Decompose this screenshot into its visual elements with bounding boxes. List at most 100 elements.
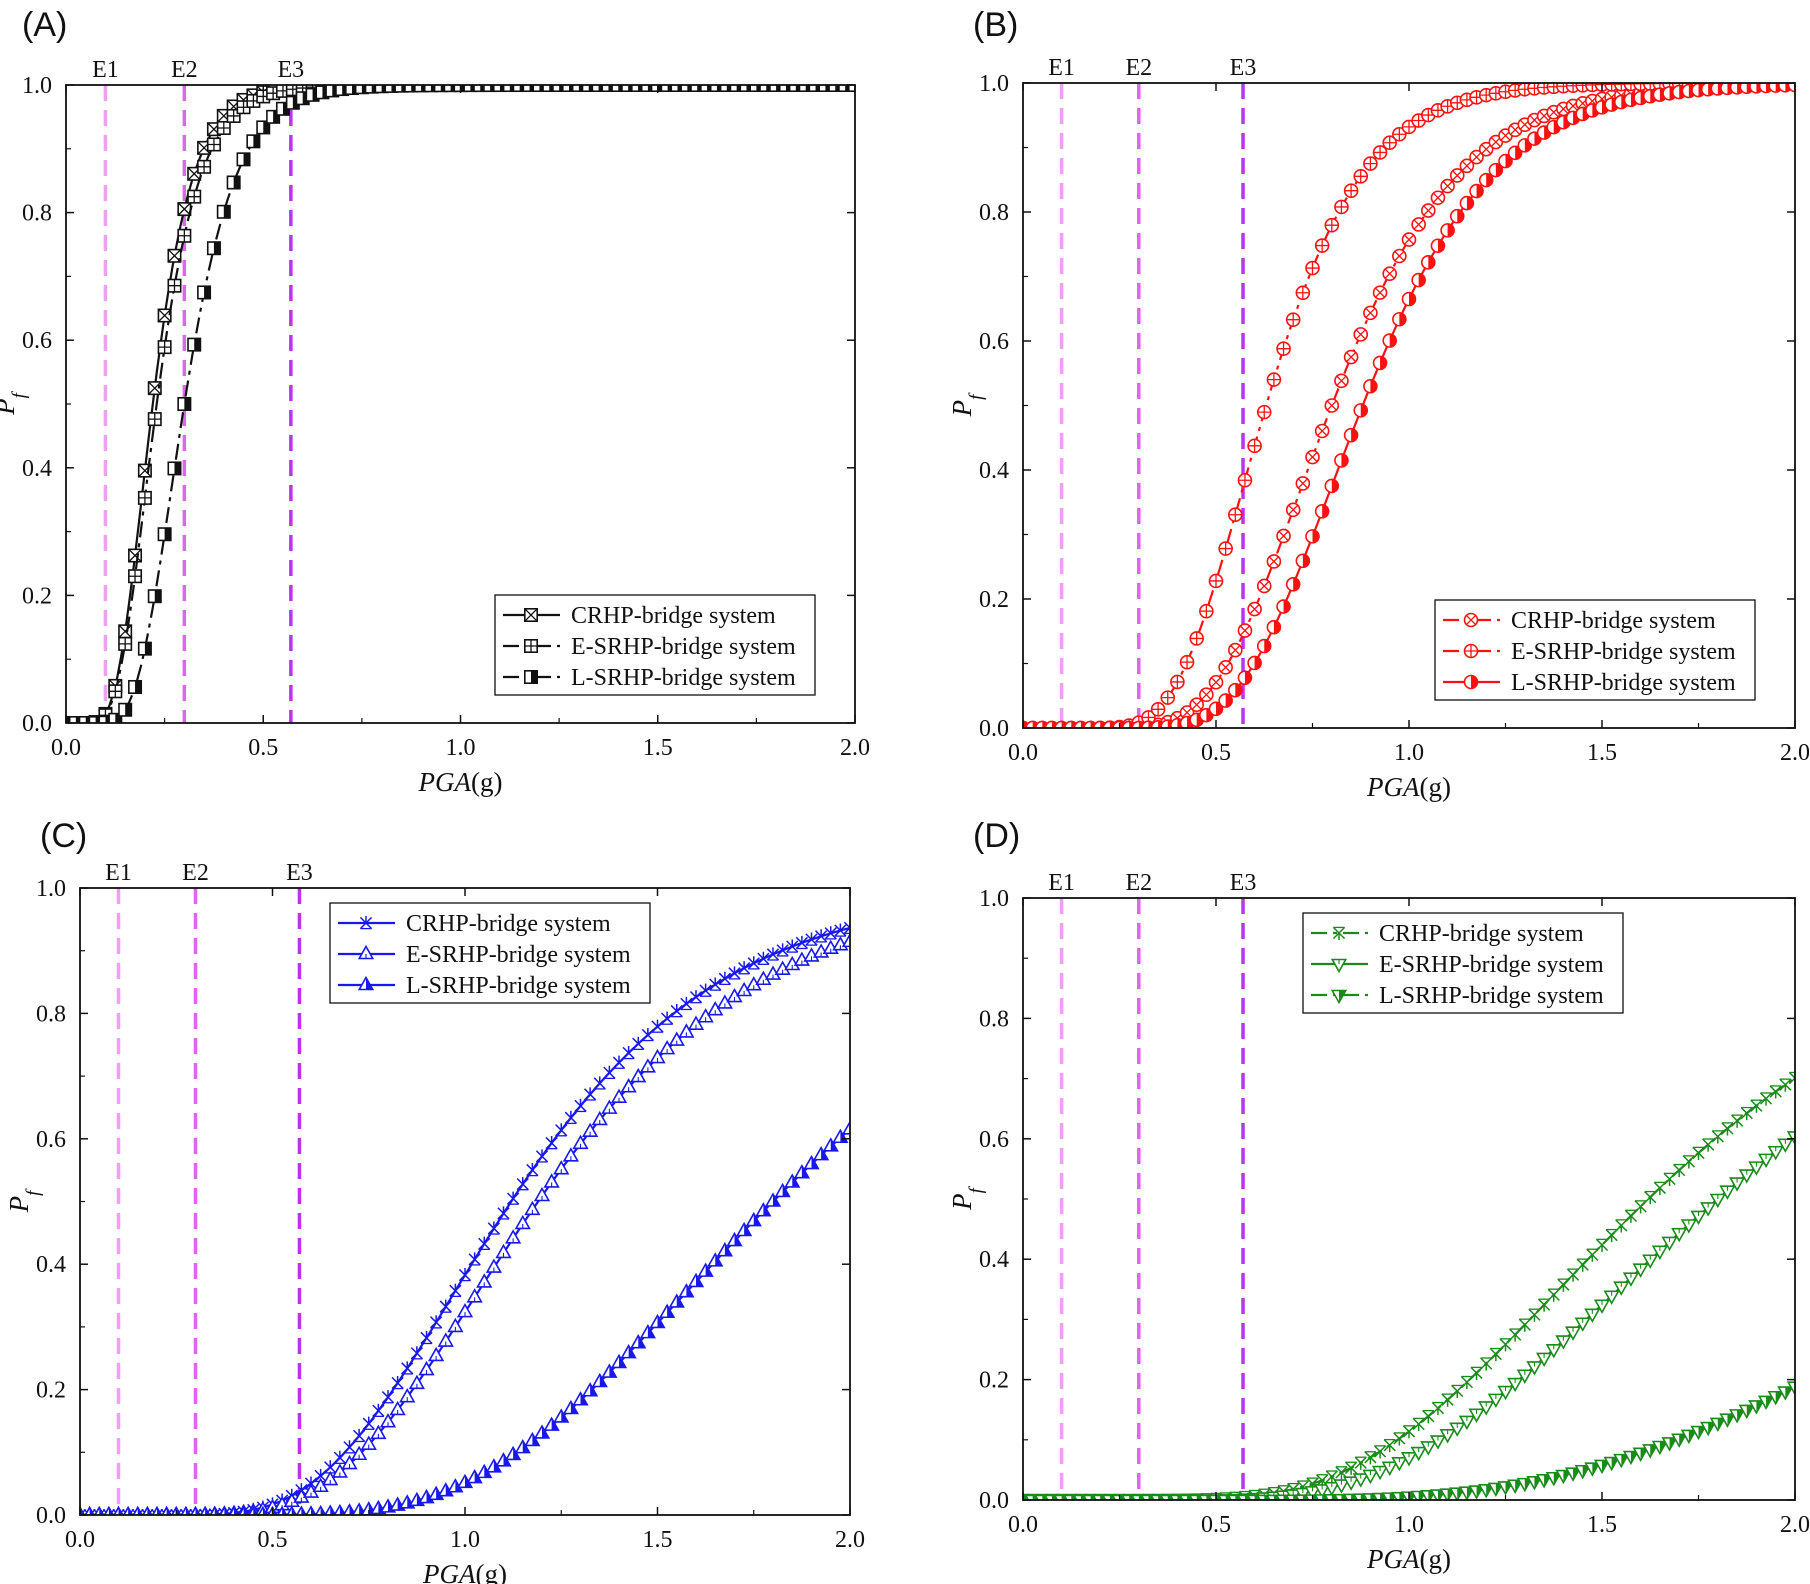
data-point (1343, 349, 1359, 365)
earthquake-level-label: E3 (286, 860, 313, 886)
data-point (177, 228, 192, 243)
data-point (1499, 1338, 1512, 1352)
panel-label: (B) (973, 6, 1018, 44)
data-point (1285, 312, 1301, 327)
legend-marker (523, 669, 538, 684)
y-tick-label: 0.4 (22, 456, 52, 482)
y-axis-label: Pf (0, 390, 30, 416)
data-point (1586, 1248, 1599, 1262)
data-point (228, 1505, 240, 1515)
data-point (737, 961, 751, 975)
data-point (1352, 1473, 1369, 1488)
data-point (1363, 305, 1378, 321)
data-point (757, 951, 770, 965)
x-tick-label: 2.0 (835, 1527, 865, 1553)
data-point (1671, 1433, 1688, 1448)
data-point (1632, 1447, 1649, 1462)
data-point (1334, 453, 1349, 468)
data-point (659, 1039, 676, 1055)
data-point (256, 120, 271, 135)
data-point (132, 1505, 143, 1515)
x-tick-label: 1.5 (643, 735, 673, 761)
data-point (206, 241, 221, 256)
y-tick-label: 0.0 (36, 1503, 66, 1529)
data-point (216, 120, 231, 135)
data-point (1343, 183, 1359, 198)
y-tick-label: 0.2 (979, 1368, 1009, 1394)
data-point (341, 1454, 358, 1470)
y-tick-label: 0.6 (979, 329, 1009, 355)
data-point (728, 966, 741, 980)
data-point (187, 189, 202, 204)
data-point (1507, 1377, 1524, 1393)
data-point (1421, 255, 1436, 270)
data-point (1218, 541, 1233, 556)
data-point (1372, 355, 1388, 371)
data-point (177, 202, 192, 217)
data-point (429, 1315, 443, 1329)
panel-label: (A) (22, 6, 67, 44)
data-point (108, 684, 123, 699)
data-point (524, 1431, 541, 1447)
data-point (180, 1505, 192, 1515)
data-point (620, 1343, 637, 1359)
data-point (1767, 1145, 1784, 1161)
data-point (1256, 578, 1272, 594)
data-point (1335, 1466, 1348, 1480)
data-point (219, 1505, 230, 1515)
data-point (391, 1375, 404, 1390)
data-point (428, 1346, 445, 1362)
data-point (497, 1206, 510, 1220)
data-point (641, 1027, 655, 1042)
data-point (1440, 223, 1455, 238)
legend-label: E-SRHP-bridge system (1511, 639, 1736, 665)
legend-marker (523, 607, 538, 622)
data-point (813, 1145, 830, 1161)
data-point (1702, 1138, 1715, 1152)
data-point (1603, 1456, 1620, 1472)
y-tick-label: 0.2 (22, 583, 52, 609)
data-point (689, 990, 703, 1004)
data-point (822, 1137, 839, 1152)
data-point (678, 1283, 695, 1298)
data-point (1719, 1413, 1736, 1428)
data-point (1547, 1288, 1560, 1302)
earthquake-level-label: E1 (1048, 55, 1075, 81)
data-point (601, 1099, 618, 1114)
legend-marker (523, 638, 538, 653)
data-point (545, 1136, 558, 1150)
x-tick-label: 1.5 (643, 1527, 673, 1553)
data-point (1690, 1210, 1707, 1226)
data-point (1247, 438, 1262, 454)
data-point (718, 971, 732, 986)
data-point (1411, 272, 1426, 288)
legend-label: CRHP-bridge system (406, 911, 611, 937)
legend-label: L-SRHP-bridge system (1511, 670, 1736, 696)
data-point (476, 1273, 493, 1288)
data-point (1266, 554, 1282, 569)
data-point (514, 1438, 531, 1454)
data-point (583, 1087, 597, 1101)
legend-label: L-SRHP-bridge system (1379, 983, 1604, 1009)
data-point (362, 1416, 375, 1430)
data-point (1412, 1417, 1425, 1431)
data-point (824, 926, 837, 940)
data-point (1642, 1254, 1659, 1269)
chart-panel-c: (C) E1 E2 E3 0.0 0.5 1.0 1.5 2.0 0.0 0.2 0.4 0.6 0.8 1… (4, 817, 865, 1584)
data-point (630, 1334, 647, 1349)
data-point (1431, 1401, 1445, 1416)
data-point (1459, 158, 1475, 174)
data-point (774, 1182, 791, 1198)
earthquake-level-label: E2 (171, 57, 198, 83)
x-tick-label: 1.5 (1587, 1512, 1617, 1538)
data-point (1334, 373, 1349, 389)
data-point (639, 1058, 656, 1073)
x-tick-label: 0.5 (1201, 1512, 1231, 1538)
data-point (343, 1440, 356, 1454)
legend-marker (359, 916, 373, 930)
data-point (1777, 1386, 1794, 1401)
data-point (103, 1505, 115, 1515)
data-point (147, 412, 162, 427)
data-point (206, 137, 221, 152)
data-point (526, 1163, 539, 1177)
